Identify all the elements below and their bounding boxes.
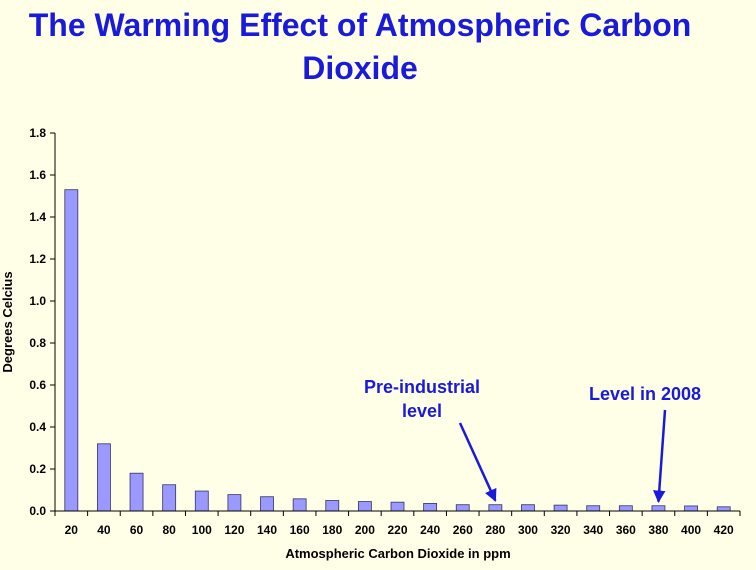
chart-title: The Warming Effect of Atmospheric Carbon…	[28, 7, 692, 86]
x-tick-label: 140	[257, 523, 277, 537]
annotation-label: Pre-industrial level	[364, 377, 480, 421]
x-tick-label: 120	[224, 523, 244, 537]
bar	[325, 500, 340, 512]
y-tick-label: 0.8	[29, 336, 46, 350]
y-tick-label: 0.6	[29, 378, 46, 392]
x-tick-label: 280	[485, 523, 505, 537]
bar	[618, 505, 633, 512]
bar	[455, 504, 470, 512]
y-tick-label: 1.4	[29, 210, 46, 224]
x-tick-label: 180	[322, 523, 342, 537]
bar	[292, 498, 307, 512]
x-tick-label: 20	[65, 523, 79, 537]
y-tick-label: 1.0	[29, 294, 46, 308]
y-axis: 0.0 0.2 0.4 0.6 0.8 1.0 1.2 1.4 1.6 1.8	[29, 126, 55, 518]
bar	[651, 505, 666, 512]
x-tick-label: 60	[130, 523, 144, 537]
y-tick-label: 1.2	[29, 252, 46, 266]
x-tick-label: 80	[162, 523, 176, 537]
bar	[521, 504, 535, 512]
bars-group	[64, 189, 731, 512]
x-tick-label: 340	[583, 523, 603, 537]
bar	[423, 503, 438, 512]
annotation-label: Level in 2008	[589, 384, 701, 404]
y-tick-label: 0.4	[29, 420, 46, 434]
y-tick-label: 0.2	[29, 462, 46, 476]
x-tick-label: 300	[518, 523, 538, 537]
y-axis-title: Degrees Celcius	[0, 271, 15, 372]
bar	[684, 505, 698, 512]
bar	[553, 504, 568, 512]
x-tick-label: 420	[714, 523, 734, 537]
x-tick-label: 260	[453, 523, 473, 537]
x-tick-label: 200	[355, 523, 375, 537]
bar	[97, 443, 111, 512]
bar	[64, 189, 79, 512]
annotation-arrow	[653, 409, 667, 503]
y-tick-label: 1.6	[29, 168, 46, 182]
annotations-group: Pre-industrial level Level in 2008	[364, 377, 701, 503]
x-tick-label: 380	[648, 523, 668, 537]
bar	[260, 496, 274, 512]
x-tick-label: 40	[97, 523, 111, 537]
bar	[488, 504, 503, 512]
x-tick-label: 220	[387, 523, 407, 537]
x-tick-label: 160	[290, 523, 310, 537]
x-tick-label: 240	[420, 523, 440, 537]
bar	[357, 501, 372, 512]
bar	[194, 490, 209, 512]
bar	[129, 472, 144, 512]
x-tick-label: 360	[616, 523, 636, 537]
y-tick-label: 0.0	[29, 504, 46, 518]
x-axis-title: Atmospheric Carbon Dioxide in ppm	[285, 546, 510, 561]
x-tick-label: 320	[551, 523, 571, 537]
bar	[390, 501, 405, 512]
annotation-arrow	[458, 422, 497, 502]
bar	[227, 494, 242, 512]
x-tick-label: 100	[192, 523, 212, 537]
x-axis: 20 40 60 80 100 120 140 160 180 200 220 240 260 280 30…	[54, 511, 741, 537]
bar	[716, 506, 731, 512]
bar	[586, 505, 601, 512]
y-tick-label: 1.8	[29, 126, 46, 140]
bar	[162, 484, 177, 512]
x-tick-label: 400	[681, 523, 701, 537]
